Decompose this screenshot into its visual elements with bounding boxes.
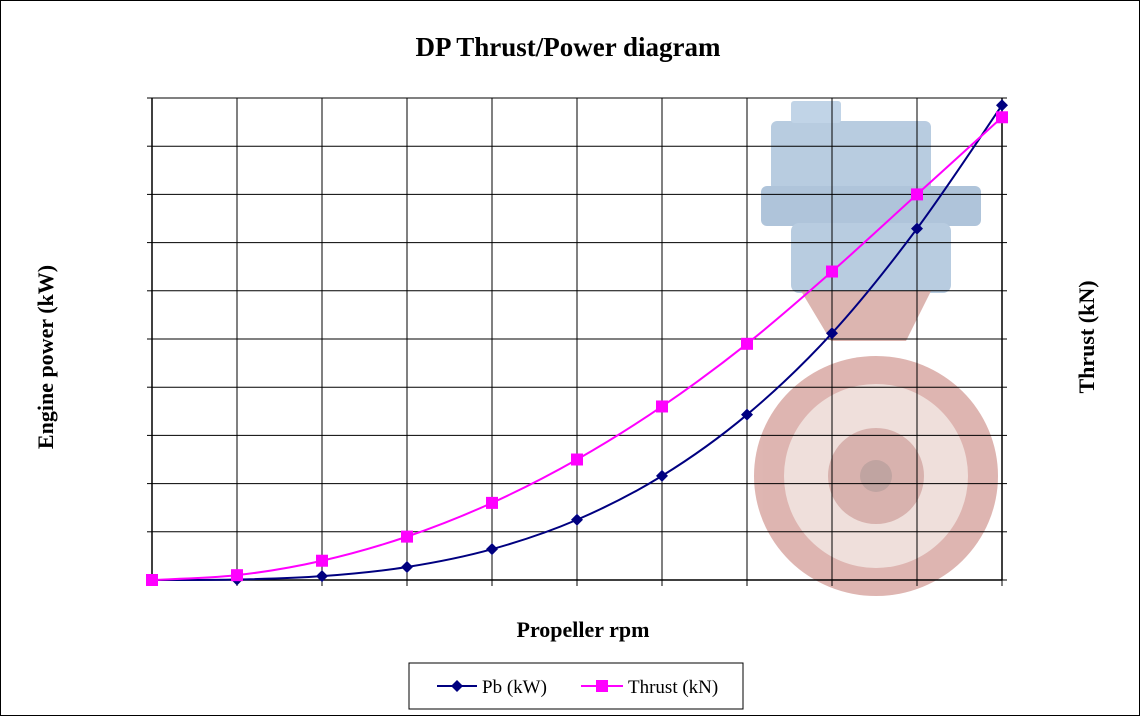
- axes: [147, 97, 1007, 586]
- data-point-pb: [486, 543, 498, 556]
- data-point-thrust: [826, 265, 838, 278]
- thruster-illustration: [754, 101, 998, 596]
- data-point-thrust: [996, 111, 1008, 124]
- series-line-pb: [151, 104, 1003, 581]
- y-axis-label-left: Engine power (kW): [33, 265, 58, 449]
- data-point-thrust: [231, 569, 243, 582]
- data-point-pb: [656, 469, 668, 482]
- legend-label-pb: Pb (kW): [482, 677, 547, 698]
- legend: Pb (kW) Thrust (kN): [408, 662, 744, 710]
- legend-label-thrust: Thrust (kN): [628, 677, 718, 698]
- data-point-pb: [996, 99, 1008, 112]
- y-axis-label-right: Thrust (kN): [1074, 280, 1099, 393]
- legend-marker-pb: [451, 680, 463, 692]
- data-point-thrust: [911, 188, 923, 201]
- data-point-thrust: [741, 337, 753, 350]
- data-point-pb: [316, 570, 328, 583]
- series-line-thrust: [151, 116, 1003, 581]
- data-point-thrust: [571, 453, 583, 466]
- data-point-thrust: [401, 530, 413, 543]
- data-point-pb: [401, 560, 413, 573]
- chart-title: DP Thrust/Power diagram: [415, 32, 721, 62]
- data-point-pb: [741, 408, 753, 421]
- data-point-thrust: [146, 574, 158, 586]
- data-point-pb: [911, 222, 923, 235]
- data-point-thrust: [656, 400, 668, 413]
- data-point-pb: [826, 327, 838, 340]
- data-point-thrust: [316, 554, 328, 567]
- data-point-thrust: [486, 496, 498, 509]
- x-axis-label: Propeller rpm: [517, 617, 650, 642]
- legend-marker-thrust: [596, 680, 608, 692]
- data-point-pb: [571, 513, 583, 526]
- series-layer: [146, 99, 1008, 586]
